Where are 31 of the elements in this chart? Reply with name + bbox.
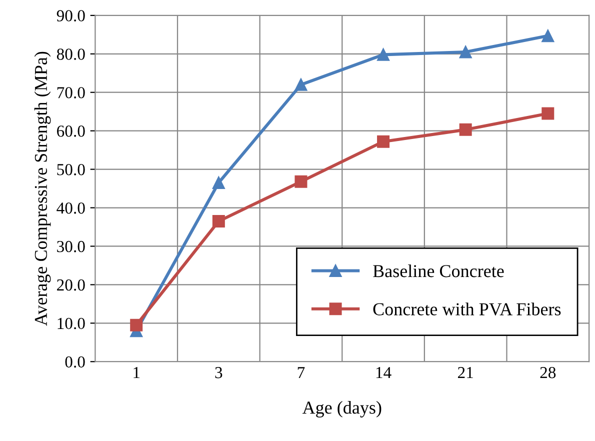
x-tick-label: 3: [215, 367, 222, 378]
point: [542, 30, 554, 42]
point: [294, 175, 308, 188]
x-tick-label: 21: [458, 367, 473, 378]
y-tick-label: 40.0: [56, 202, 85, 214]
x-axis-title: Age (days): [302, 401, 382, 418]
x-tick-label: 28: [540, 366, 556, 378]
y-tick-label: 90.0: [56, 10, 85, 22]
point: [377, 48, 390, 61]
point: [294, 78, 308, 91]
x-tick-label: 7: [298, 367, 305, 378]
y-tick-label: 10.0: [58, 318, 85, 330]
y-tick-label: 30.0: [57, 240, 85, 252]
x-tick-label: 1: [134, 367, 140, 378]
point: [212, 176, 225, 190]
point: [212, 214, 225, 228]
y-tick-label: 50.0: [57, 164, 85, 176]
y-tick-label: 70.0: [57, 87, 85, 98]
point: [542, 107, 554, 120]
x-tick-label: 14: [376, 367, 392, 378]
y-tick-label: 0.0: [65, 356, 85, 368]
y-axis-title: Average Compressive Strength (MPa): [34, 52, 51, 326]
y-tick-label: 80.0: [56, 48, 85, 60]
point: [377, 135, 390, 148]
y-tick-label: 20.0: [57, 279, 85, 291]
legend-label: Concrete with PVA Fibers: [373, 302, 561, 316]
point: [459, 46, 472, 58]
legend-label: Baseline Concrete: [373, 264, 504, 278]
y-tick-label: 60.0: [57, 126, 85, 137]
point: [459, 123, 472, 136]
point: [130, 318, 143, 332]
